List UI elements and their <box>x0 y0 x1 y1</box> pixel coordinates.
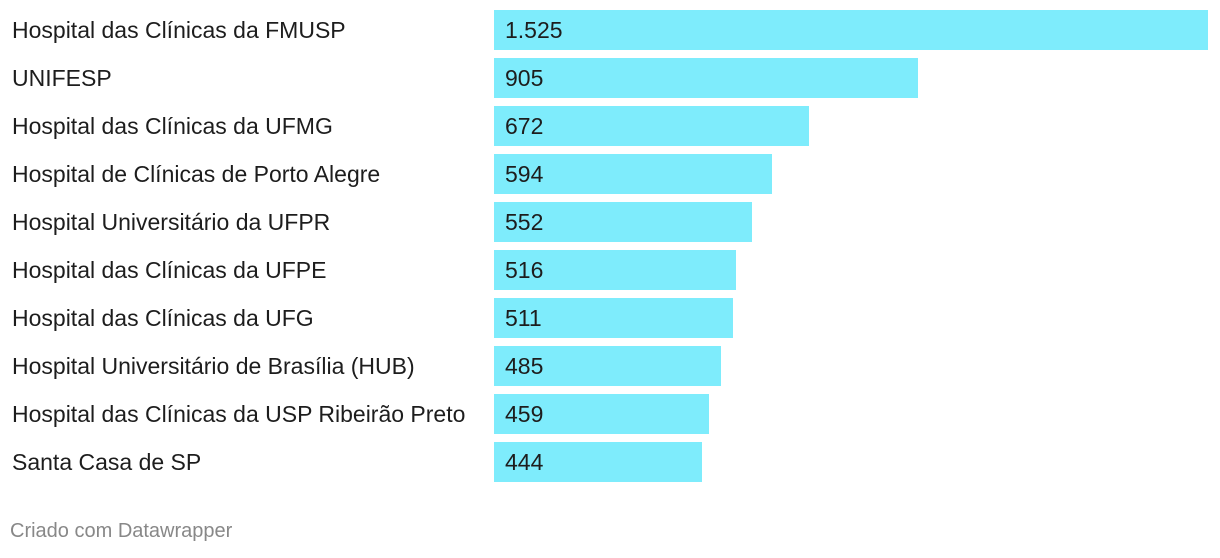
bar-row: Hospital das Clínicas da USP Ribeirão Pr… <box>0 394 1220 434</box>
category-label: UNIFESP <box>12 65 112 91</box>
value-label: 905 <box>505 65 544 91</box>
value-label: 516 <box>505 257 544 283</box>
bar <box>494 346 721 386</box>
value-label: 511 <box>505 305 542 331</box>
category-label: Hospital Universitário de Brasília (HUB) <box>12 353 415 379</box>
bar-row: UNIFESP 905 <box>0 58 1220 98</box>
category-label: Hospital de Clínicas de Porto Alegre <box>12 161 381 187</box>
bar <box>494 106 809 146</box>
bar <box>494 394 709 434</box>
category-label: Hospital das Clínicas da USP Ribeirão Pr… <box>12 401 466 427</box>
bar-row: Santa Casa de SP 444 <box>0 442 1220 482</box>
value-label: 1.525 <box>505 17 563 43</box>
bar <box>494 10 1208 50</box>
bar-row: Hospital Universitário de Brasília (HUB)… <box>0 346 1220 386</box>
category-label: Hospital das Clínicas da UFMG <box>12 113 333 139</box>
bar <box>494 250 736 290</box>
value-label: 485 <box>505 353 544 379</box>
category-label: Hospital das Clínicas da FMUSP <box>12 17 346 43</box>
value-label: 444 <box>505 449 544 475</box>
category-label: Hospital Universitário da UFPR <box>12 209 331 235</box>
bar <box>494 298 733 338</box>
bar-row: Hospital Universitário da UFPR 552 <box>0 202 1220 242</box>
value-label: 672 <box>505 113 544 139</box>
bar <box>494 58 918 98</box>
chart-credit[interactable]: Criado com Datawrapper <box>10 520 233 542</box>
category-label: Hospital das Clínicas da UFG <box>12 305 314 331</box>
category-label: Hospital das Clínicas da UFPE <box>12 257 327 283</box>
bar-row: Hospital das Clínicas da UFPE 516 <box>0 250 1220 290</box>
bar-row: Hospital das Clínicas da UFMG 672 <box>0 106 1220 146</box>
category-label: Santa Casa de SP <box>12 449 202 475</box>
bar-row: Hospital das Clínicas da FMUSP 1.525 <box>0 10 1220 50</box>
bar <box>494 154 772 194</box>
value-label: 552 <box>505 209 544 235</box>
bar <box>494 442 702 482</box>
value-label: 594 <box>505 161 544 187</box>
bar <box>494 202 752 242</box>
bar-row: Hospital de Clínicas de Porto Alegre 594 <box>0 154 1220 194</box>
bar-row: Hospital das Clínicas da UFG 511 <box>0 298 1220 338</box>
value-label: 459 <box>505 401 544 427</box>
